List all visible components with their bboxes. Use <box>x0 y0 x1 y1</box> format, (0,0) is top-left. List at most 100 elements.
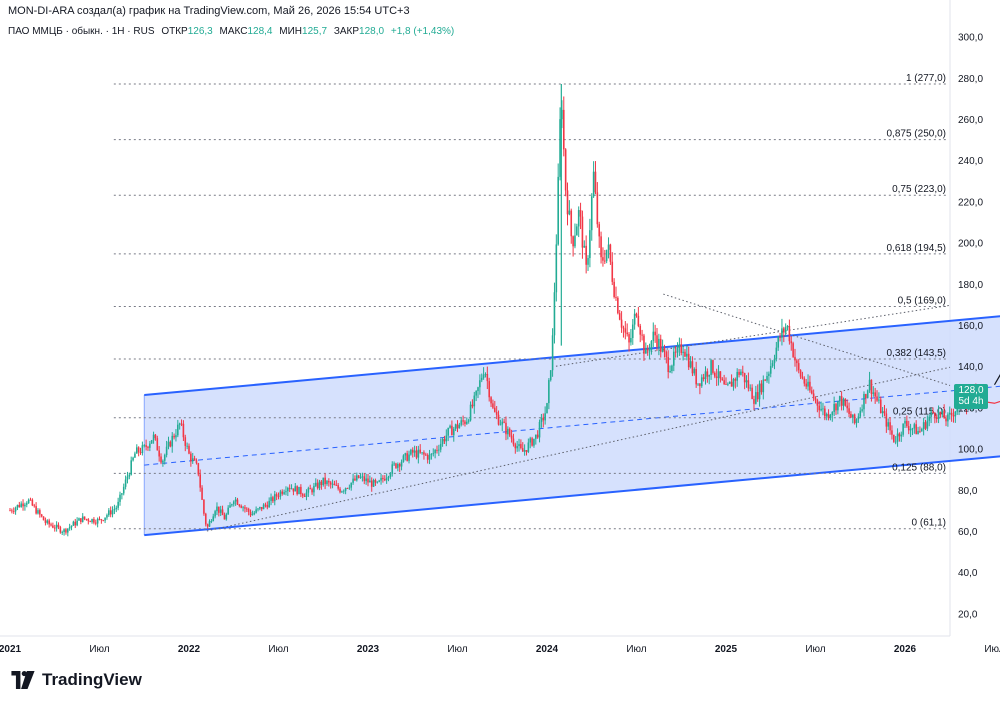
candle <box>458 422 461 429</box>
candle-body <box>27 499 30 504</box>
candle-body <box>600 236 602 258</box>
candle <box>91 518 93 524</box>
candle <box>768 371 770 384</box>
candle-body <box>329 482 332 485</box>
candle <box>777 335 780 351</box>
candle <box>484 372 487 378</box>
candle <box>805 378 807 390</box>
candle <box>376 481 379 484</box>
candle <box>109 506 112 518</box>
candle <box>730 374 733 387</box>
candle <box>378 479 380 483</box>
candle <box>838 395 841 407</box>
candle <box>583 240 586 248</box>
candle-body <box>576 226 578 236</box>
candle <box>820 401 822 412</box>
candle <box>900 431 903 442</box>
candle-body <box>443 439 446 442</box>
candle <box>645 342 647 354</box>
candle <box>600 231 602 264</box>
trendline-support[interactable] <box>206 366 951 532</box>
candle-body <box>924 422 927 429</box>
candle-body <box>348 487 351 489</box>
candle <box>462 415 464 426</box>
candle <box>952 408 955 423</box>
candle-body <box>324 477 326 485</box>
trendlines[interactable] <box>206 293 951 532</box>
tradingview-brand[interactable]: TradingView <box>10 670 142 690</box>
candle-body <box>844 398 847 406</box>
candle-body <box>419 449 422 453</box>
candle <box>454 423 457 432</box>
candle-body <box>784 327 787 333</box>
candle <box>784 323 787 337</box>
candle-body <box>285 491 287 493</box>
candle-body <box>236 499 239 505</box>
candle-body <box>639 325 642 335</box>
candle <box>59 525 62 534</box>
candle <box>249 509 252 518</box>
candle-body <box>727 383 729 385</box>
candle <box>749 384 752 392</box>
candle <box>305 489 308 501</box>
candle <box>870 379 873 402</box>
candle-body <box>182 423 185 438</box>
symbol-name[interactable]: ПАО ММЦБ · обыкн. · 1Н · RUS <box>8 26 155 37</box>
candle <box>919 426 921 434</box>
candle <box>661 339 664 353</box>
candle <box>415 446 418 460</box>
candle <box>814 396 817 404</box>
fib-retracement[interactable]: 0 (61,1) 0,125 (88,0) 0,25 (115,0) 0,382 (1… <box>113 73 948 530</box>
candle <box>831 411 834 422</box>
candle-body <box>950 412 953 416</box>
candle <box>850 411 852 418</box>
candle-body <box>462 420 464 422</box>
candle-body <box>663 347 666 352</box>
candle-body <box>876 396 878 401</box>
candle <box>932 407 934 414</box>
trendline-resistance[interactable] <box>555 304 951 367</box>
candle-body <box>611 261 614 282</box>
candle <box>128 472 131 480</box>
candle-body <box>818 405 821 411</box>
candle-body <box>22 503 24 507</box>
candle-body <box>415 450 418 458</box>
candle <box>74 518 77 529</box>
candle <box>67 528 69 537</box>
candle <box>240 504 243 509</box>
candle-body <box>57 524 60 528</box>
candle <box>154 433 157 441</box>
candle <box>167 436 170 450</box>
candle-body <box>493 407 496 412</box>
candle <box>669 365 671 374</box>
channel-upper-line[interactable] <box>144 267 1000 397</box>
candle-body <box>145 445 147 447</box>
candle-body <box>229 505 231 508</box>
candle-body <box>527 442 530 452</box>
candle-body <box>50 524 52 526</box>
candle-body <box>551 335 554 371</box>
candle <box>527 438 530 454</box>
candle <box>333 480 336 486</box>
candle <box>182 420 185 441</box>
candle-body <box>945 418 947 422</box>
candle <box>617 296 619 315</box>
candle-body <box>445 435 448 442</box>
candle-body <box>475 391 477 396</box>
candle <box>604 249 606 264</box>
candle <box>736 368 738 387</box>
candle <box>740 369 742 376</box>
candle <box>460 416 463 427</box>
price-tick-label: 60,0 <box>958 527 978 538</box>
candle <box>383 475 386 482</box>
candle-body <box>246 508 248 510</box>
candle <box>18 501 21 508</box>
candle-body <box>430 453 433 455</box>
time-axis[interactable]: 2021 Июл 2022 Июл 2023 Июл 2024 Июл 2025 Июл 2026 И… <box>0 644 1000 655</box>
channel-lower-line[interactable] <box>144 407 1000 537</box>
candle <box>579 202 582 230</box>
candle-body <box>906 420 908 427</box>
candle <box>354 475 356 482</box>
candle <box>318 479 321 491</box>
